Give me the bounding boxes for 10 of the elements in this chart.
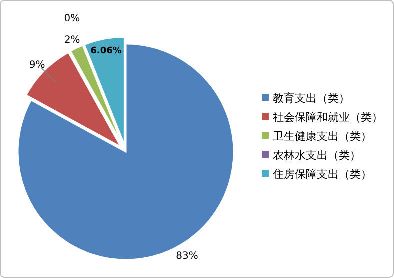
text: 0% — [64, 13, 80, 24]
legend-label: 农林水支出（类） — [273, 149, 361, 162]
data-label: 2% — [64, 35, 80, 46]
data-label: 6.06% — [90, 46, 122, 57]
legend-label: 教育支出（类） — [273, 92, 350, 105]
data-label: 83% — [176, 251, 198, 262]
data-label: 9% — [29, 60, 46, 71]
legend-label: 社会保障和就业（类） — [273, 111, 383, 124]
legend-label: 住房保障支出（类） — [273, 168, 372, 181]
legend-label: 卫生健康支出（类） — [273, 130, 372, 143]
